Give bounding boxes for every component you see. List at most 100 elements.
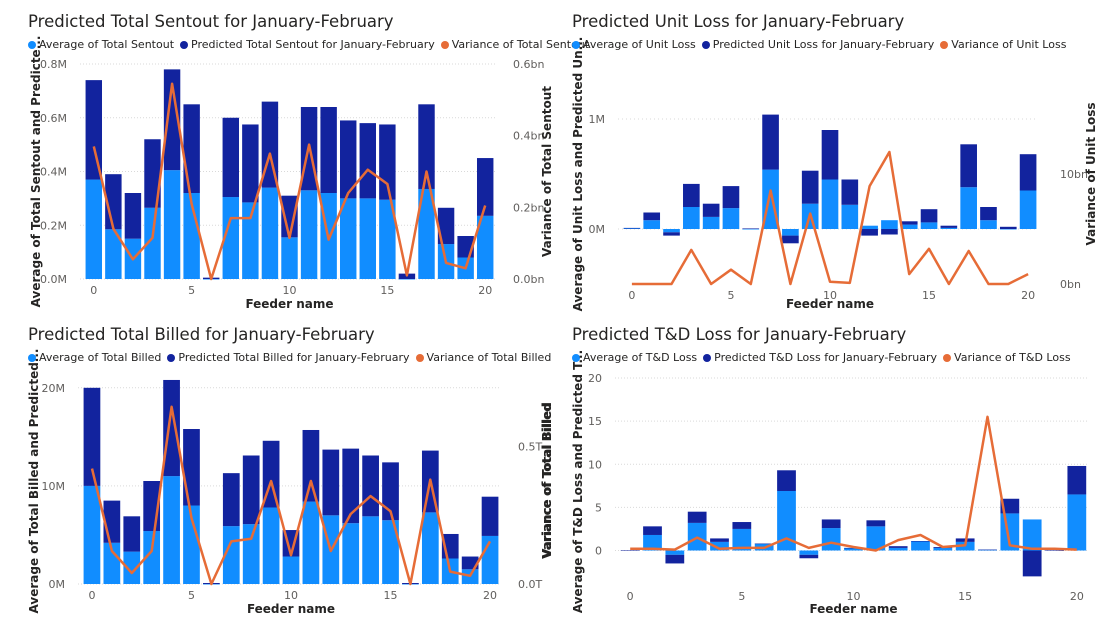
legend-swatch-predicted: [701, 40, 710, 49]
y-tick-label: 1M: [589, 113, 606, 126]
bar-average: [143, 531, 161, 584]
bar-predicted: [623, 227, 641, 229]
bar-average: [702, 216, 720, 229]
bar-average: [398, 279, 416, 280]
bar-predicted: [1045, 550, 1064, 551]
bar-average: [382, 520, 399, 584]
bar-average: [665, 550, 685, 555]
bar-predicted: [665, 554, 685, 564]
bar-predicted: [124, 193, 142, 239]
bar-average: [300, 190, 318, 279]
legend-item-predicted[interactable]: Predicted T&D Loss for January-February: [703, 351, 937, 364]
bar-average: [732, 528, 752, 551]
bar-predicted: [841, 179, 859, 205]
y2-axis-title: Variance of Total Billed: [540, 403, 554, 559]
legend-item-average[interactable]: Average of Unit Loss: [572, 38, 696, 51]
y-tick-label: 0.8M: [40, 58, 67, 71]
legend-item-variance[interactable]: Variance of T&D Loss: [943, 351, 1071, 364]
bar-average: [183, 193, 200, 279]
bar-average: [1019, 190, 1037, 229]
variance-line: [631, 150, 1029, 286]
bar-predicted: [222, 473, 240, 527]
bar-predicted: [1067, 465, 1087, 495]
legend-label: Average of Total Billed: [39, 351, 162, 364]
legend-label: Predicted Unit Loss for January-February: [712, 38, 935, 51]
legend-item-average[interactable]: Average of T&D Loss: [572, 351, 697, 364]
x-tick-label: 0: [628, 289, 635, 302]
legend-item-variance[interactable]: Variance of Total Billed: [415, 351, 551, 364]
legend-item-average[interactable]: Average of Total Billed: [28, 351, 161, 364]
bar-average: [421, 512, 439, 584]
x-tick-label: 10: [284, 589, 298, 602]
bar-predicted: [83, 387, 101, 486]
chart-title: Predicted Total Sentout for January-Febr…: [28, 12, 394, 31]
y-tick-label: 10: [588, 458, 602, 471]
legend-label: Variance of Total Sentout: [451, 38, 590, 51]
y-tick-label: 5: [595, 501, 602, 514]
bar-average: [663, 229, 680, 233]
bar-predicted: [663, 232, 680, 236]
y-tick-label: 0.4M: [40, 166, 67, 179]
y2-axis-title: Variance of Total Sentout: [540, 86, 554, 257]
chart-panel-td-loss: Predicted T&D Loss for January-February …: [572, 325, 1092, 625]
bar-predicted: [183, 104, 200, 193]
bar-predicted: [742, 228, 760, 229]
bar-predicted: [222, 117, 240, 198]
bar-predicted: [123, 516, 141, 552]
bar-average: [782, 229, 799, 236]
legend-item-average[interactable]: Average of Total Sentout: [28, 38, 174, 51]
bar-average: [281, 237, 298, 279]
bar-average: [888, 547, 908, 551]
legend-label: Variance of T&D Loss: [954, 351, 1071, 364]
bar-predicted: [183, 429, 200, 506]
bar-predicted: [242, 455, 260, 525]
bar-predicted: [418, 104, 435, 189]
bar-average: [844, 547, 863, 551]
bar-average: [123, 551, 141, 584]
bar-average: [742, 229, 760, 230]
bar-average: [911, 541, 930, 551]
bar-average: [242, 524, 260, 584]
bar-average: [710, 541, 729, 551]
bar-predicted: [782, 235, 799, 244]
chart-panel-unit-loss: Predicted Unit Loss for January-February…: [572, 12, 1092, 317]
bar-predicted: [643, 526, 662, 535]
bar-average: [881, 220, 898, 229]
bar-predicted: [1022, 550, 1042, 577]
bar-predicted: [900, 221, 918, 225]
bar-average: [643, 220, 661, 229]
bar-predicted: [1019, 154, 1037, 191]
chart-title: Predicted Unit Loss for January-February: [572, 12, 905, 31]
y-axis-title: Average of Total Billed and Predicted...: [27, 349, 41, 614]
legend-item-variance[interactable]: Variance of Total Sentout: [440, 38, 590, 51]
x-tick-label: 0: [88, 589, 95, 602]
y-tick-label: 0.2M: [40, 219, 67, 232]
legend-item-predicted[interactable]: Predicted Unit Loss for January-February: [701, 38, 935, 51]
bar-average: [900, 224, 918, 229]
bar-average: [262, 507, 280, 584]
x-tick-label: 15: [384, 589, 398, 602]
legend-item-predicted[interactable]: Predicted Total Sentout for January-Febr…: [180, 38, 435, 51]
variance-line: [92, 82, 487, 281]
chart-legend: Average of Total Sentout Predicted Total…: [28, 38, 595, 51]
bar-predicted: [144, 139, 161, 208]
bar-predicted: [643, 212, 661, 221]
bar-average: [866, 526, 886, 551]
legend-item-variance[interactable]: Variance of Unit Loss: [940, 38, 1066, 51]
bar-average: [960, 187, 977, 229]
bar-average: [933, 547, 953, 551]
bar-predicted: [481, 496, 499, 536]
x-tick-label: 15: [380, 284, 394, 297]
y-tick-label: 20M: [42, 382, 66, 395]
legend-item-predicted[interactable]: Predicted Total Billed for January-Febru…: [167, 351, 410, 364]
bar-average: [242, 202, 259, 279]
bar-average: [777, 490, 796, 551]
x-tick-label: 5: [188, 589, 195, 602]
bar-average: [999, 229, 1017, 230]
x-tick-label: 10: [283, 284, 297, 297]
bar-average: [359, 198, 377, 279]
bar-predicted: [911, 541, 930, 542]
bar-predicted: [861, 229, 878, 236]
bar-predicted: [960, 144, 977, 188]
